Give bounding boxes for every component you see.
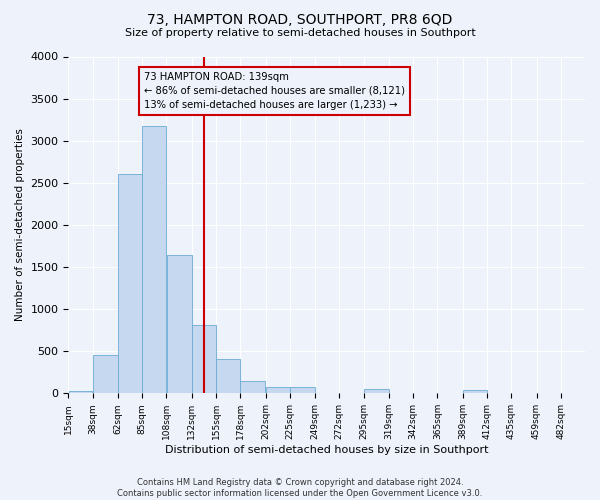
- Text: 73, HAMPTON ROAD, SOUTHPORT, PR8 6QD: 73, HAMPTON ROAD, SOUTHPORT, PR8 6QD: [148, 12, 452, 26]
- Bar: [463, 390, 487, 394]
- Bar: [68, 391, 92, 394]
- Bar: [216, 359, 240, 394]
- Bar: [142, 126, 166, 394]
- X-axis label: Distribution of semi-detached houses by size in Southport: Distribution of semi-detached houses by …: [165, 445, 488, 455]
- Bar: [290, 387, 315, 394]
- Text: Size of property relative to semi-detached houses in Southport: Size of property relative to semi-detach…: [125, 28, 475, 38]
- Bar: [266, 387, 290, 394]
- Bar: [118, 174, 142, 394]
- Bar: [167, 255, 191, 394]
- Bar: [364, 389, 389, 394]
- Text: Contains HM Land Registry data © Crown copyright and database right 2024.
Contai: Contains HM Land Registry data © Crown c…: [118, 478, 482, 498]
- Bar: [93, 354, 118, 394]
- Y-axis label: Number of semi-detached properties: Number of semi-detached properties: [15, 128, 25, 322]
- Text: 73 HAMPTON ROAD: 139sqm
← 86% of semi-detached houses are smaller (8,121)
13% of: 73 HAMPTON ROAD: 139sqm ← 86% of semi-de…: [145, 72, 406, 110]
- Bar: [241, 380, 265, 394]
- Bar: [192, 325, 216, 394]
